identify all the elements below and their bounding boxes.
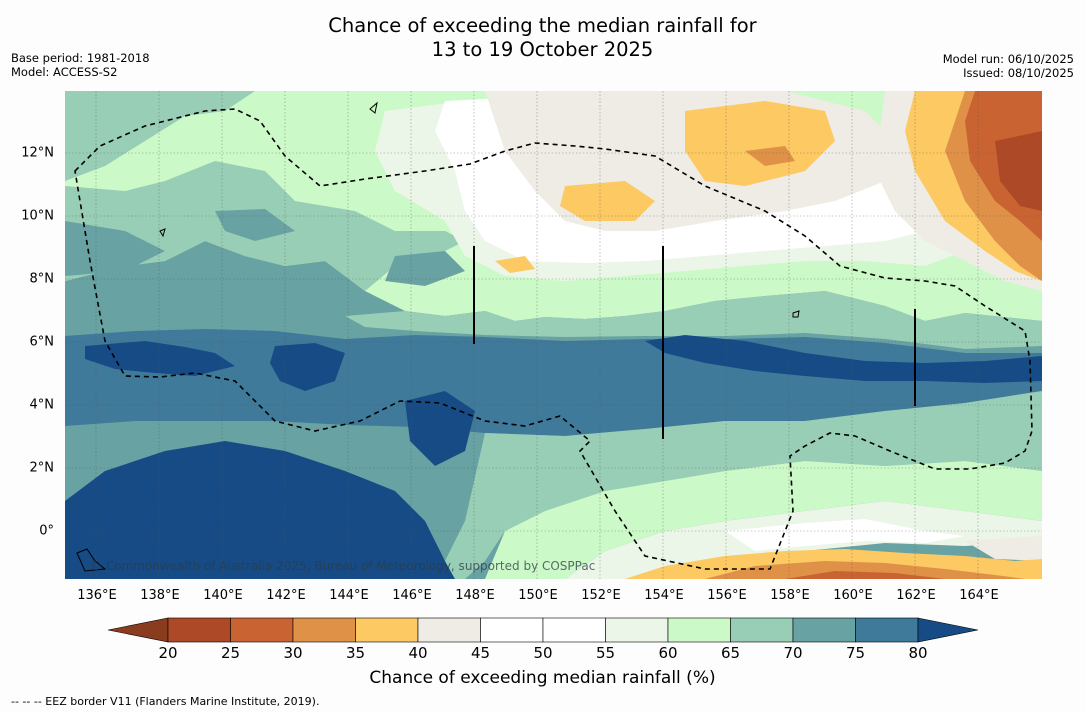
- longitude-label: 144°E: [329, 588, 369, 603]
- eez-legend-note: -- -- -- EEZ border V11 (Flanders Marine…: [11, 695, 320, 708]
- longitude-label: 142°E: [266, 588, 306, 603]
- latitude-label: 12°N: [21, 145, 54, 161]
- base-period: Base period: 1981-2018: [11, 51, 150, 65]
- latitude-label: 0°: [39, 523, 54, 539]
- copyright-notice: © Commonwealth of Australia 2025, Bureau…: [90, 559, 596, 573]
- longitude-label: 154°E: [644, 588, 684, 603]
- longitude-label: 148°E: [455, 588, 495, 603]
- longitude-label: 150°E: [518, 588, 558, 603]
- region-30-35-north: [745, 146, 795, 166]
- islands: [76, 101, 800, 572]
- colorbar-tick-label: 65: [720, 644, 741, 662]
- region-45-55-south: [725, 519, 965, 551]
- colorbar-tick-label: 45: [470, 644, 491, 662]
- meta-right: Model run: 06/10/2025 Issued: 08/10/2025: [943, 52, 1074, 80]
- colorbar-tick-label: 60: [658, 644, 678, 662]
- region-35-40-north3: [495, 256, 535, 273]
- longitude-label: 136°E: [77, 588, 117, 603]
- latitude-label: 6°N: [29, 334, 55, 350]
- longitude-label: 158°E: [770, 588, 810, 603]
- region-65-70-south: [445, 391, 1042, 579]
- latitude-label: 8°N: [29, 271, 55, 287]
- colorbar-segment-60_65: [667, 617, 731, 643]
- colorbar-segment-20_25: [167, 617, 231, 643]
- region-40-45-south: [965, 536, 1042, 561]
- colorbar-tick-label: 20: [158, 644, 178, 662]
- region-70-75-patch2: [385, 251, 465, 286]
- longitude-label: 156°E: [707, 588, 747, 603]
- chart-title: Chance of exceeding the median rainfall …: [0, 14, 1085, 62]
- colorbar-segment-45_50: [480, 617, 544, 643]
- colorbar-tick-label: 35: [345, 644, 366, 662]
- colorbar-segment-55_60: [605, 617, 669, 643]
- longitude-label: 164°E: [959, 588, 999, 603]
- model-run: Model run: 06/10/2025: [942, 52, 1074, 66]
- region-70-75-patch1: [215, 209, 295, 241]
- colorbar-label: Chance of exceeding median rainfall (%): [369, 668, 716, 688]
- latitude-label: 2°N: [29, 460, 55, 476]
- colorbar-segment-30_35: [292, 617, 356, 643]
- region-above-80-east: [645, 335, 1042, 383]
- region-above-80-south: [65, 441, 455, 579]
- region-35-40-north1: [685, 101, 835, 186]
- map-gridlines: [65, 91, 1042, 579]
- colorbar-segment-50_55: [542, 617, 606, 643]
- region-20-25-right: [995, 131, 1042, 211]
- colorbar-extend-low: [108, 617, 169, 643]
- colorbar-segment-25_30: [230, 617, 294, 643]
- colorbar-tick-label: 70: [783, 644, 803, 662]
- rainfall-map: [65, 91, 1042, 579]
- longitude-label: 146°E: [392, 588, 432, 603]
- colorbar-segment-65_70: [730, 617, 794, 643]
- region-35-40-north2: [560, 181, 655, 221]
- longitude-label: 140°E: [203, 588, 243, 603]
- colorbar-tick-label: 80: [908, 644, 928, 662]
- region-65-70-mid: [345, 291, 1042, 349]
- colorbar-segment-75_80: [855, 617, 919, 643]
- longitude-label: 138°E: [140, 588, 180, 603]
- title-line-2: 13 to 19 October 2025: [431, 38, 654, 61]
- meta-left: Base period: 1981-2018 Model: ACCESS-S2: [11, 51, 150, 79]
- region-25-30-south: [785, 571, 945, 579]
- latitude-label: 10°N: [21, 208, 54, 224]
- colorbar-tick-label: 40: [408, 644, 428, 662]
- longitude-label: 162°E: [896, 588, 936, 603]
- colorbar-segment-70_75: [792, 617, 856, 643]
- colorbar-segment-35_40: [355, 617, 419, 643]
- maritime-boundaries: [473, 246, 916, 439]
- model-name: Model: ACCESS-S2: [11, 65, 118, 79]
- colorbar-tick-label: 75: [845, 644, 866, 662]
- region-above-80-mid: [270, 343, 345, 391]
- latitude-label: 4°N: [29, 397, 55, 413]
- title-line-1: Chance of exceeding the median rainfall …: [328, 14, 757, 37]
- longitude-label: 160°E: [833, 588, 873, 603]
- region-65-70-north: [65, 91, 255, 181]
- colorbar: [108, 617, 978, 643]
- region-above-80-west: [85, 341, 235, 376]
- colorbar-tick-label: 55: [595, 644, 616, 662]
- region-above-80-south2: [405, 391, 475, 466]
- colorbar-tick-label: 25: [220, 644, 241, 662]
- map-panel: [65, 91, 1042, 579]
- colorbar-tick-label: 30: [283, 644, 303, 662]
- colorbar-tick-label: 50: [533, 644, 553, 662]
- eez-borders: [74, 108, 1033, 570]
- region-30-35-south: [705, 561, 1025, 579]
- longitude-label: 152°E: [581, 588, 621, 603]
- region-60-65-south: [485, 461, 1042, 579]
- colorbar-extend-high: [917, 617, 978, 643]
- issued-date: Issued: 08/10/2025: [963, 66, 1074, 80]
- colorbar-segment-40_45: [417, 617, 481, 643]
